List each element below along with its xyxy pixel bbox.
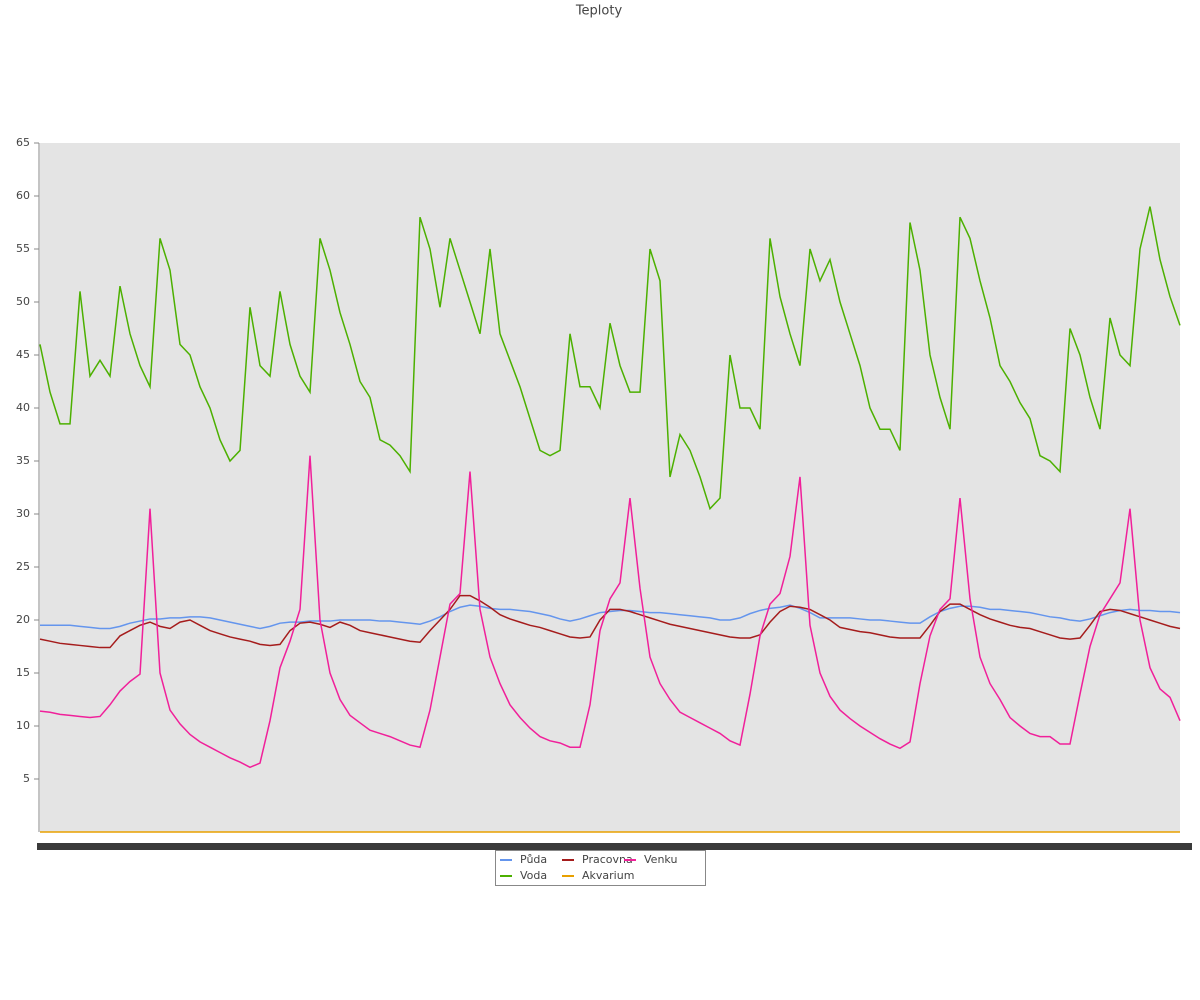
plot-area <box>40 143 1180 832</box>
y-tick-label: 50 <box>16 295 30 308</box>
y-tick-label: 55 <box>16 242 30 255</box>
y-tick-label: 15 <box>16 666 30 679</box>
y-tick-label: 35 <box>16 454 30 467</box>
series-line <box>39 206 1181 511</box>
legend-label: Voda <box>520 869 547 882</box>
legend-label: Venku <box>644 853 677 866</box>
legend-box <box>495 850 706 886</box>
legend-label: Pracovna <box>582 853 633 866</box>
series-line <box>39 455 1181 769</box>
series-line <box>39 594 1181 649</box>
y-tick-label: 65 <box>16 136 30 149</box>
y-tick-label: 30 <box>16 507 30 520</box>
y-tick-label: 45 <box>16 348 30 361</box>
chart-title: Teploty <box>575 4 623 19</box>
y-tick-label: 5 <box>23 772 30 785</box>
series-line <box>40 604 1181 630</box>
y-tick-label: 60 <box>16 189 30 202</box>
x-axis-labels-band <box>37 843 1192 850</box>
y-tick-label: 20 <box>16 613 30 626</box>
legend-label: Akvarium <box>582 869 634 882</box>
legend-label: Půda <box>520 853 547 866</box>
y-tick-label: 25 <box>16 560 30 573</box>
y-tick-label: 10 <box>16 719 30 732</box>
y-tick-label: 40 <box>16 401 30 414</box>
